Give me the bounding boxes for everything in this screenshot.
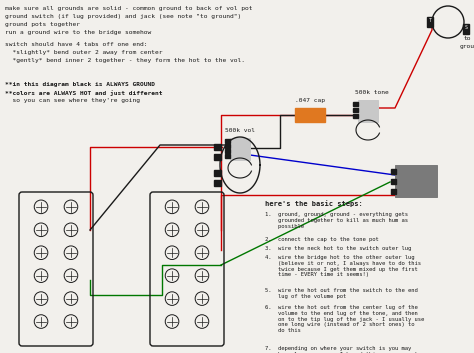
Bar: [353, 114, 358, 118]
Bar: [391, 189, 396, 194]
Bar: [358, 100, 378, 122]
Bar: [353, 102, 358, 106]
Text: 500k tone: 500k tone: [355, 90, 389, 95]
Text: **in this diagram black is ALWAYS GROUND: **in this diagram black is ALWAYS GROUND: [5, 82, 155, 87]
Bar: [230, 138, 250, 160]
Bar: [463, 24, 469, 34]
Bar: [353, 108, 358, 112]
Bar: [225, 139, 230, 143]
Text: T: T: [428, 18, 431, 23]
Text: *slightly* bend outer 2 away from center: *slightly* bend outer 2 away from center: [5, 50, 163, 55]
Text: **colors are ALWAYS HOT and just different: **colors are ALWAYS HOT and just differe…: [5, 90, 163, 96]
Text: *gently* bend inner 2 together - they form the hot to the vol.: *gently* bend inner 2 together - they fo…: [5, 58, 245, 63]
Text: ground: ground: [460, 44, 474, 49]
Text: switch should have 4 tabs off one end:: switch should have 4 tabs off one end:: [5, 42, 147, 47]
Text: to: to: [464, 36, 472, 41]
Text: run a ground wire to the bridge somehow: run a ground wire to the bridge somehow: [5, 30, 151, 35]
Text: ground switch (if lug provided) and jack (see note "to ground"): ground switch (if lug provided) and jack…: [5, 14, 241, 19]
Bar: [395, 165, 437, 197]
Bar: [427, 17, 433, 27]
Text: panel: panel: [399, 167, 413, 172]
Text: so you can see where they're going: so you can see where they're going: [5, 98, 140, 103]
Bar: [214, 170, 221, 176]
Bar: [295, 108, 325, 122]
Bar: [225, 149, 230, 153]
Text: 1.  ground, ground, ground - everything gets
    grounded together to kill as mu: 1. ground, ground, ground - everything g…: [265, 212, 408, 229]
Text: 2.  connect the cap to the tone pot: 2. connect the cap to the tone pot: [265, 237, 379, 242]
Text: to: to: [399, 177, 405, 182]
Text: ground pots together: ground pots together: [5, 22, 80, 27]
Text: 6.  wire the hot out from the center lug of the
    volume to the end lug of the: 6. wire the hot out from the center lug …: [265, 305, 424, 333]
Bar: [214, 144, 221, 150]
Text: make sure all grounds are solid - common ground to back of vol pot: make sure all grounds are solid - common…: [5, 6, 253, 11]
Bar: [214, 180, 221, 186]
Bar: [214, 154, 221, 160]
Text: 4.  wire the bridge hot to the other outer lug
    (believe it or not, I always : 4. wire the bridge hot to the other oute…: [265, 255, 421, 277]
Text: S: S: [465, 25, 467, 30]
Text: 7.  depending on where your switch is you may
    have longer runs - I based thi: 7. depending on where your switch is you…: [265, 346, 421, 353]
Text: 500k vol: 500k vol: [225, 128, 255, 133]
Text: here's the basic steps:: here's the basic steps:: [265, 200, 363, 207]
Bar: [225, 154, 230, 158]
Bar: [391, 179, 396, 184]
Bar: [225, 144, 230, 148]
Text: 3.  wire the neck hot to the switch outer lug: 3. wire the neck hot to the switch outer…: [265, 246, 411, 251]
Text: 5.  wire the hot out from the switch to the end
    lug of the volume pot: 5. wire the hot out from the switch to t…: [265, 288, 418, 299]
Bar: [391, 169, 396, 174]
Text: .047 cap: .047 cap: [295, 98, 325, 103]
